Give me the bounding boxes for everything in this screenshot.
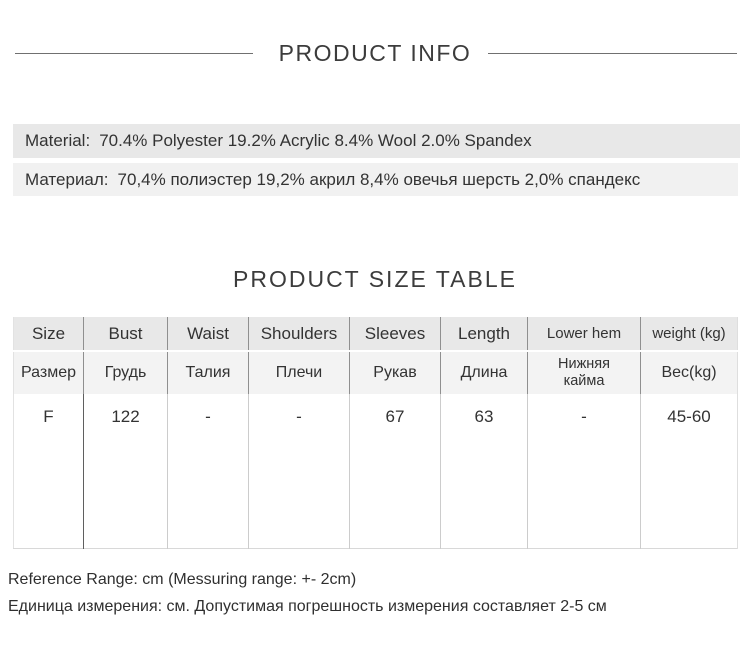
reference-note-ru: Единица измерения: см. Допустимая погреш… xyxy=(8,598,607,615)
cell-shoulders: - xyxy=(248,394,350,549)
header-en-lower-hem: Lower hem xyxy=(527,317,641,352)
cell-size: F xyxy=(13,394,84,549)
size-table: Size Bust Waist Shoulders Sleeves Length… xyxy=(13,317,738,549)
header-ru-lower-hem: Нижняя кайма xyxy=(527,351,641,394)
reference-note-en: Reference Range: cm (Messuring range: +-… xyxy=(8,571,357,588)
title-right-line xyxy=(488,53,737,54)
cell-waist: - xyxy=(167,394,249,549)
header-en-weight: weight (kg) xyxy=(640,317,738,352)
header-ru-shoulders: Плечи xyxy=(248,351,350,394)
cell-lower-hem: - xyxy=(527,394,641,549)
header-ru-waist: Талия xyxy=(167,351,249,394)
header-en-length: Length xyxy=(440,317,528,352)
header-en-shoulders: Shoulders xyxy=(248,317,350,352)
cell-bust: 122 xyxy=(83,394,168,549)
header-ru-length: Длина xyxy=(440,351,528,394)
product-info-page: PRODUCT INFO Material: 70.4% Polyester 1… xyxy=(0,39,750,617)
product-info-header: PRODUCT INFO xyxy=(0,39,750,67)
header-ru-size: Размер xyxy=(13,351,84,394)
size-table-title: PRODUCT SIZE TABLE xyxy=(233,266,517,292)
size-table-header-row-ru: Размер Грудь Талия Плечи Рукав Длина Ниж… xyxy=(13,351,738,394)
header-ru-sleeves: Рукав xyxy=(349,351,441,394)
size-table-data-row: F 122 - - 67 63 - 45-60 xyxy=(13,394,738,549)
header-en-bust: Bust xyxy=(83,317,168,352)
title-left-line xyxy=(15,53,253,54)
page-title: PRODUCT INFO xyxy=(278,40,472,66)
material-row-en: Material: 70.4% Polyester 19.2% Acrylic … xyxy=(13,124,740,158)
cell-length: 63 xyxy=(440,394,528,549)
material-label-ru: Материал: xyxy=(25,169,109,189)
size-table-header-row-en: Size Bust Waist Shoulders Sleeves Length… xyxy=(13,317,738,352)
header-en-sleeves: Sleeves xyxy=(349,317,441,352)
header-en-waist: Waist xyxy=(167,317,249,352)
material-value-en: 70.4% Polyester 19.2% Acrylic 8.4% Wool … xyxy=(99,131,532,150)
material-value-ru: 70,4% полиэстер 19,2% акрил 8,4% овечья … xyxy=(117,169,641,189)
cell-weight: 45-60 xyxy=(640,394,738,549)
header-ru-bust: Грудь xyxy=(83,351,168,394)
cell-sleeves: 67 xyxy=(349,394,441,549)
material-label-en: Material: xyxy=(25,131,91,150)
header-ru-weight: Вес(kg) xyxy=(640,351,738,394)
header-en-size: Size xyxy=(13,317,84,352)
material-row-ru: Материал: 70,4% полиэстер 19,2% акрил 8,… xyxy=(13,163,738,196)
